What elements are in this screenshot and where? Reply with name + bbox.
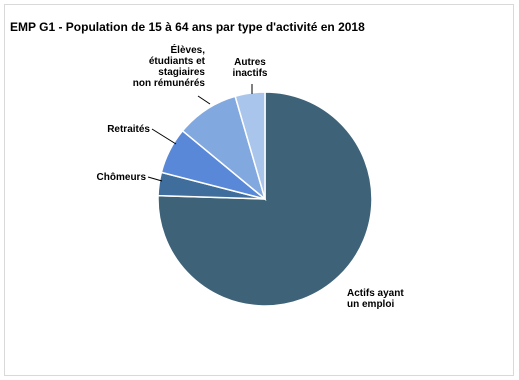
pie-slice-autres-inactifs <box>234 91 266 200</box>
chart-title: EMP G1 - Population de 15 à 64 ans par t… <box>10 20 365 34</box>
leader-line-retraites <box>151 128 177 145</box>
leader-line-eleves-etudiants-stagiaires <box>197 95 211 105</box>
slice-label-actifs-ayant-un-emploi: Actifs ayant un emploi <box>347 288 404 310</box>
slice-label-retraites: Retraités <box>107 124 150 135</box>
slice-label-chomeurs: Chômeurs <box>97 172 147 183</box>
pie-slice-actifs-ayant-un-emploi <box>157 91 373 307</box>
leader-line-chomeurs <box>147 176 163 182</box>
slice-label-eleves-etudiants-stagiaires: Élèves, étudiants et stagiaires non rémunér… <box>133 43 206 89</box>
slice-label-autres-inactifs: Autres inactifs <box>232 57 267 79</box>
